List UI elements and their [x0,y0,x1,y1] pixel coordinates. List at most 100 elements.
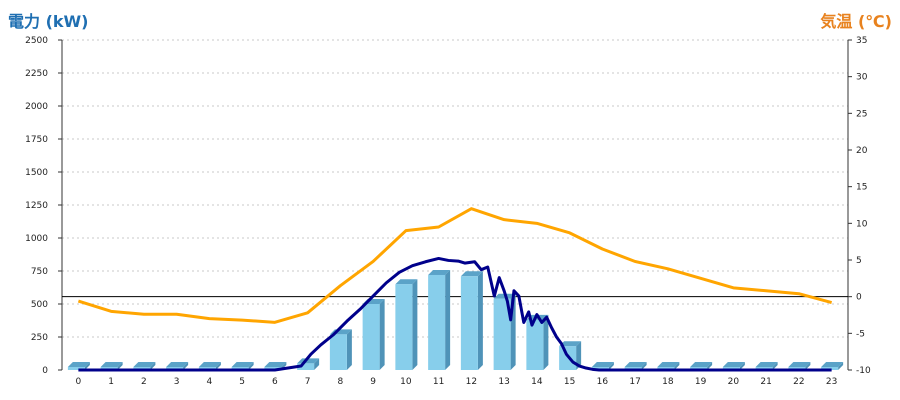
bar-side [739,362,745,370]
right-tick-label: 5 [856,256,862,266]
bar-side [772,362,778,370]
bar [362,304,380,370]
x-tick-label: 5 [239,377,245,387]
bar-side [805,362,811,370]
bar-top [755,362,778,367]
bar-top [231,362,254,367]
left-tick-label: 750 [31,267,48,277]
left-tick-label: 1500 [25,168,48,178]
bar-side [379,299,385,370]
bar-side [674,362,680,370]
x-tick-label: 16 [597,377,609,387]
right-tick-label: 35 [856,36,867,46]
bar-side [608,362,614,370]
bar-side [576,341,582,370]
bar-top [559,341,582,347]
x-tick-label: 3 [174,377,180,387]
left-tick-label: 2000 [25,102,48,112]
x-tick-label: 17 [629,377,640,387]
left-tick-label: 2250 [25,69,48,79]
bar-top [166,362,189,367]
x-tick-label: 18 [662,377,674,387]
temperature-line [77,207,833,324]
bar-side [445,269,451,370]
x-tick-label: 19 [695,377,707,387]
left-tick-label: 2500 [25,36,48,46]
bar [329,334,347,370]
bar-top [821,362,844,367]
bar-top [67,362,90,367]
bar-top [657,362,680,367]
bar-side [183,362,189,370]
x-tick-label: 10 [400,377,412,387]
x-tick-label: 13 [498,377,509,387]
left-tick-label: 250 [31,333,48,343]
bar-side [346,329,352,370]
bar [395,284,413,370]
bar-top [198,362,221,367]
bar-top [428,269,451,275]
bar-top [722,362,745,367]
x-tick-label: 8 [338,377,344,387]
x-tick-label: 1 [108,377,114,387]
left-tick-label: 1750 [25,135,48,145]
right-tick-label: 10 [856,219,868,229]
x-tick-label: 0 [76,377,82,387]
left-axis-title: 電力 (kW) [8,12,89,31]
bar [493,298,511,370]
bar-side [248,362,254,370]
x-tick-label: 22 [793,377,804,387]
bar-top [133,362,156,367]
bar-side [412,279,418,370]
bar-side [314,358,320,370]
right-tick-label: 20 [856,146,868,156]
left-tick-label: 1000 [25,234,48,244]
bar-top [100,362,123,367]
x-tick-label: 21 [760,377,771,387]
bar-top [690,362,713,367]
x-tick-label: 9 [370,377,376,387]
right-tick-label: -5 [856,329,865,339]
x-tick-label: 7 [305,377,311,387]
bar-top [788,362,811,367]
bar-top [395,279,418,285]
bar-side [150,362,156,370]
bar-side [84,362,90,370]
x-tick-label: 2 [141,377,147,387]
bar-top [460,271,483,277]
right-tick-label: -10 [856,366,871,376]
left-tick-label: 0 [42,366,48,376]
right-tick-label: 0 [856,293,862,303]
bar [460,276,478,370]
x-tick-label: 12 [466,377,477,387]
bar-top [624,362,647,367]
bar-side [215,362,221,370]
bar [559,346,577,370]
x-tick-label: 6 [272,377,278,387]
right-tick-label: 25 [856,109,867,119]
x-tick-label: 15 [564,377,575,387]
bar-side [477,271,483,370]
x-tick-label: 23 [826,377,837,387]
bar-top [591,362,614,367]
bar [428,274,446,370]
right-axis-title: 気温 (℃) [820,12,892,31]
x-tick-label: 14 [531,377,543,387]
bar [526,319,544,370]
x-tick-label: 11 [433,377,444,387]
power-line [78,256,832,372]
x-tick-label: 4 [207,377,213,387]
right-tick-label: 15 [856,183,867,193]
bar-side [543,314,549,370]
left-tick-label: 1250 [25,201,48,211]
bar-side [707,362,713,370]
bar [67,367,85,370]
right-tick-label: 30 [856,73,868,83]
bar-top [264,362,287,367]
x-tick-label: 20 [728,377,740,387]
bar-side [838,362,844,370]
bar [297,363,315,370]
bar-side [117,362,123,370]
